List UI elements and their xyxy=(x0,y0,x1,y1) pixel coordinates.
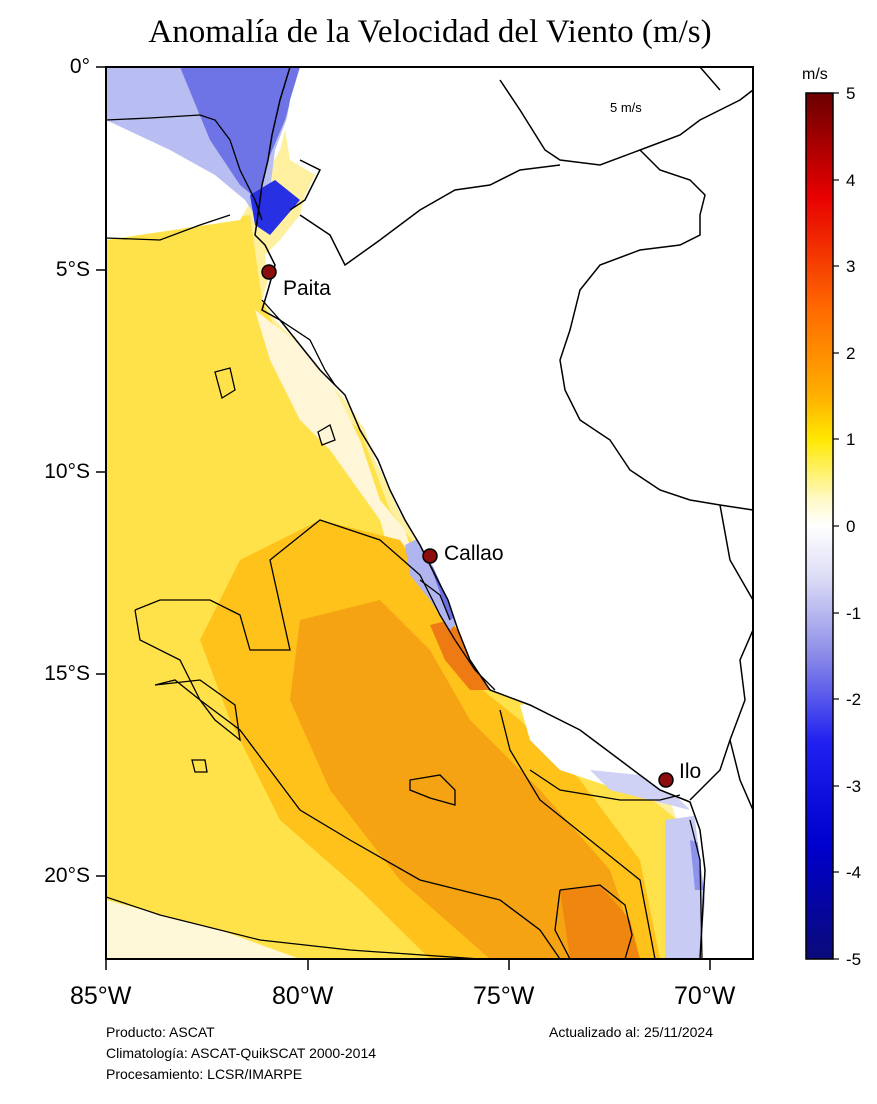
lon-label-85w: 85°W xyxy=(70,982,132,1010)
lat-label-0: 0° xyxy=(69,55,90,78)
colorbar-tick-label: 5 xyxy=(846,84,856,103)
city-markers: Paita Callao Ilo xyxy=(261,264,701,788)
lat-label-15s: 15°S xyxy=(44,662,90,685)
city-marker-ilo xyxy=(658,772,674,788)
colorbar-tick-label: 3 xyxy=(846,257,856,276)
land-mass xyxy=(262,67,753,959)
colorbar-tick-label: 4 xyxy=(846,171,856,190)
colorbar-unit: m/s xyxy=(802,66,828,83)
colorbar-tick-label: 2 xyxy=(846,344,856,363)
lon-label-70w: 70°W xyxy=(674,982,736,1010)
footer-product: Producto: ASCAT xyxy=(106,1024,215,1040)
axis-ticks xyxy=(96,66,711,970)
colorbar-tick-label: 1 xyxy=(846,430,856,449)
city-label-paita: Paita xyxy=(283,277,331,300)
city-label-ilo: Ilo xyxy=(679,760,701,783)
colorbar-ticks xyxy=(833,92,839,960)
lat-label-5s: 5°S xyxy=(55,258,90,281)
colorbar-tick-label: -4 xyxy=(846,863,862,882)
footer-credits: Producto: ASCAT Climatología: ASCAT-Quik… xyxy=(106,1022,376,1085)
footer-climatology: Climatología: ASCAT-QuikSCAT 2000-2014 xyxy=(106,1045,377,1061)
footer-processing: Procesamiento: LCSR/IMARPE xyxy=(106,1066,303,1082)
map-frame xyxy=(105,66,754,960)
map-title: Anomalía de la Velocidad del Viento (m/s… xyxy=(148,14,712,50)
city-marker-callao xyxy=(422,548,438,564)
colorbar-tick-label: -3 xyxy=(846,777,862,796)
colorbar-tick-label: -5 xyxy=(846,950,862,969)
anomaly-field xyxy=(106,67,753,959)
colorbar-tick-label: 0 xyxy=(846,517,856,536)
city-marker-paita xyxy=(261,264,277,280)
lat-label-10s: 10°S xyxy=(44,460,90,483)
lon-label-75w: 75°W xyxy=(473,982,535,1010)
colorbar-tick-label: -2 xyxy=(846,690,862,709)
lat-label-20s: 20°S xyxy=(44,864,90,887)
colorbar xyxy=(805,92,834,960)
footer-updated: Actualizado al: 25/11/2024 xyxy=(549,1024,713,1040)
vector-scale-label: 5 m/s xyxy=(610,100,642,115)
colorbar-tick-label: -1 xyxy=(846,604,862,623)
lon-label-80w: 80°W xyxy=(272,982,334,1010)
city-label-callao: Callao xyxy=(444,542,504,565)
